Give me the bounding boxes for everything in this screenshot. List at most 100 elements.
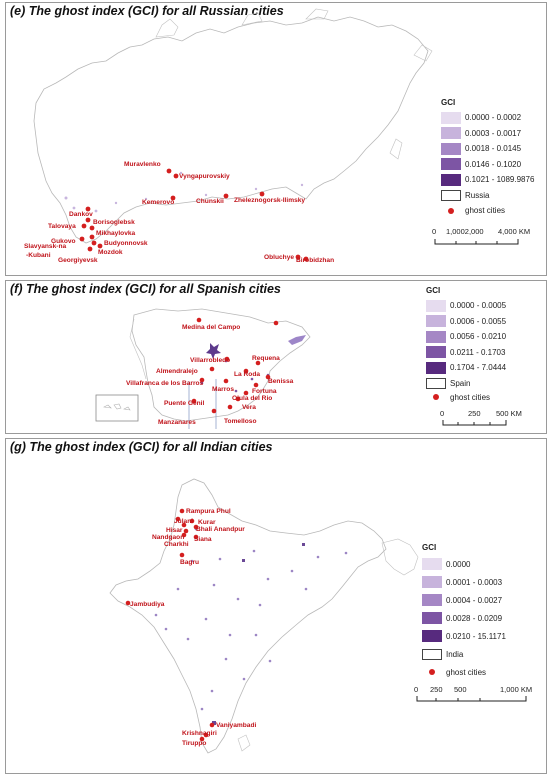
legend-class-label: 0.0056 - 0.0210 (450, 332, 507, 342)
boundary-label: Spain (450, 378, 471, 388)
legend-title: GCI (441, 98, 456, 107)
ghost-cities-label: ghost cities (446, 667, 487, 677)
city-label: Manzanares (158, 419, 196, 426)
legend-class-label: 0.0000 - 0.0005 (450, 301, 507, 311)
scale-bar: 0 250 500 1,000 KM (414, 685, 544, 707)
city-label: Hisar (166, 527, 183, 534)
city-label: Krishnagiri (182, 730, 217, 737)
city-label: Talovaya (48, 223, 76, 230)
ghost-cities-label: ghost cities (450, 392, 491, 402)
city-label: Mozdok (98, 249, 123, 256)
city-label: Puente Genil (164, 400, 204, 407)
legend: GCI 0.0000 - 0.0002 0.0003 - 0.0017 0.00… (441, 98, 534, 219)
russia-outline (33, 16, 429, 244)
city-label: Georgiyevsk (58, 257, 98, 264)
boundary-swatch (422, 648, 442, 660)
city-label: Bagru (180, 559, 199, 566)
city-label: Slavyansk-na (24, 243, 66, 250)
scale-tick-label: 1,000 KM (500, 685, 533, 694)
city-label: Birobidzhan (296, 257, 334, 264)
scale-tick-label: 250 (468, 409, 481, 418)
panel-title: (e) The ghost index (GCI) for all Russia… (10, 4, 284, 18)
ghost-city-dot-icon (429, 669, 435, 675)
legend-swatch (426, 330, 446, 343)
city-label: Borisoglebsk (93, 219, 135, 226)
city-label: Medina del Campo (182, 324, 240, 331)
city-label: Villafranca de los Barros (126, 380, 204, 387)
panel-spain: (f) The ghost index (GCI) for all Spanis… (5, 280, 547, 434)
russia-map: Muravlenko Vyngapurovskiy Kemerovo Chuns… (24, 8, 433, 264)
panel-title: (f) The ghost index (GCI) for all Spanis… (10, 282, 281, 296)
legend-class-label: 0.0146 - 0.1020 (465, 159, 522, 169)
legend-swatch (426, 315, 446, 328)
city-label: Chunskii (196, 198, 224, 205)
boundary-label: Russia (465, 190, 490, 200)
legend-class-label: 0.0003 - 0.0017 (465, 128, 522, 138)
city-label: Mikhaylovka (96, 230, 136, 237)
legend-class-label: 0.0018 - 0.0145 (465, 144, 522, 154)
city-label: Julani (174, 518, 193, 525)
city-label: Gukovo (51, 238, 76, 245)
city-label: Obluchye (264, 254, 294, 261)
city-label: Fortuna (252, 388, 277, 395)
ghost-city-dot-icon (433, 394, 439, 400)
city-label: Kemerovo (142, 199, 174, 206)
legend-class-label: 0.0000 - 0.0002 (465, 113, 522, 123)
legend: GCI 0.0000 - 0.0005 0.0006 - 0.0055 0.00… (426, 286, 506, 403)
legend-class-label: 0.0000 (446, 559, 471, 569)
ghost-city-dot-icon (448, 207, 454, 214)
india-outline (109, 478, 387, 754)
city-label: Muravlenko (124, 161, 161, 168)
scale-tick-label: 500 (454, 685, 467, 694)
legend-swatch (422, 594, 442, 606)
city-label: Vaniyambadi (216, 722, 256, 729)
boundary-swatch (426, 377, 446, 389)
legend-swatch (441, 127, 461, 140)
city-label: Vyngapurovskiy (179, 173, 230, 180)
legend-swatch (422, 576, 442, 588)
city-label: Siana (194, 536, 212, 543)
city-label: Tomelloso (224, 418, 256, 425)
city-label: Almendralejo (156, 368, 198, 375)
scale-tick-label: 0 (440, 409, 445, 418)
scale-tick-label: 4,000 KM (498, 227, 531, 236)
city-label: Villarrobledo (190, 357, 230, 364)
legend-class-label: 0.0006 - 0.0055 (450, 316, 507, 326)
legend-class-label: 0.0028 - 0.0209 (446, 613, 503, 623)
legend-swatch (441, 111, 461, 124)
city-label: Jambudiya (130, 601, 165, 608)
scale-bar: 0 250 500 KM (440, 409, 544, 431)
spain-outline (131, 308, 311, 422)
city-label: La Roda (234, 371, 260, 378)
legend-swatch (426, 361, 446, 374)
legend-swatch (441, 158, 461, 171)
legend-class-label: 0.1021 - 1089.9876 (465, 175, 535, 185)
city-label: Benissa (268, 378, 294, 385)
scale-tick-label: 0 (432, 227, 437, 236)
city-label: Charkhi (164, 541, 189, 548)
legend-swatch (422, 558, 442, 570)
city-label: Zheleznogorsk-Ilimsky (234, 197, 305, 204)
legend-swatch (426, 299, 446, 312)
ghost-cities-label: ghost cities (465, 206, 506, 216)
legend-swatch (426, 346, 446, 359)
city-label: -Kubani (26, 252, 51, 259)
city-label: Marros (212, 386, 234, 393)
city-label: Kurar (198, 519, 216, 526)
boundary-swatch (441, 189, 461, 201)
city-label: Budyonnovsk (104, 240, 148, 247)
city-label: Bhali Anandpur (196, 526, 245, 533)
scale-bar: 0 1,0002,000 4,000 KM (432, 227, 542, 249)
scale-tick-label: 250 (430, 685, 443, 694)
panel-title: (g) The ghost index (GCI) for all Indian… (10, 440, 273, 454)
city-label: Rampura Phul (186, 508, 231, 515)
legend-class-label: 0.0210 - 15.1171 (446, 631, 506, 641)
panel-russia: (e) The ghost index (GCI) for all Russia… (5, 2, 547, 276)
legend-swatch (441, 173, 461, 186)
legend-title: GCI (426, 286, 441, 295)
india-map: Rampura Phul Julani Kurar Hisar Bhali An… (109, 478, 419, 754)
legend-class-label: 0.1704 - 7.0444 (450, 363, 507, 373)
panel-india: (g) The ghost index (GCI) for all Indian… (5, 438, 547, 774)
legend-swatch (441, 142, 461, 155)
city-label: Olula del Rio (232, 395, 272, 402)
